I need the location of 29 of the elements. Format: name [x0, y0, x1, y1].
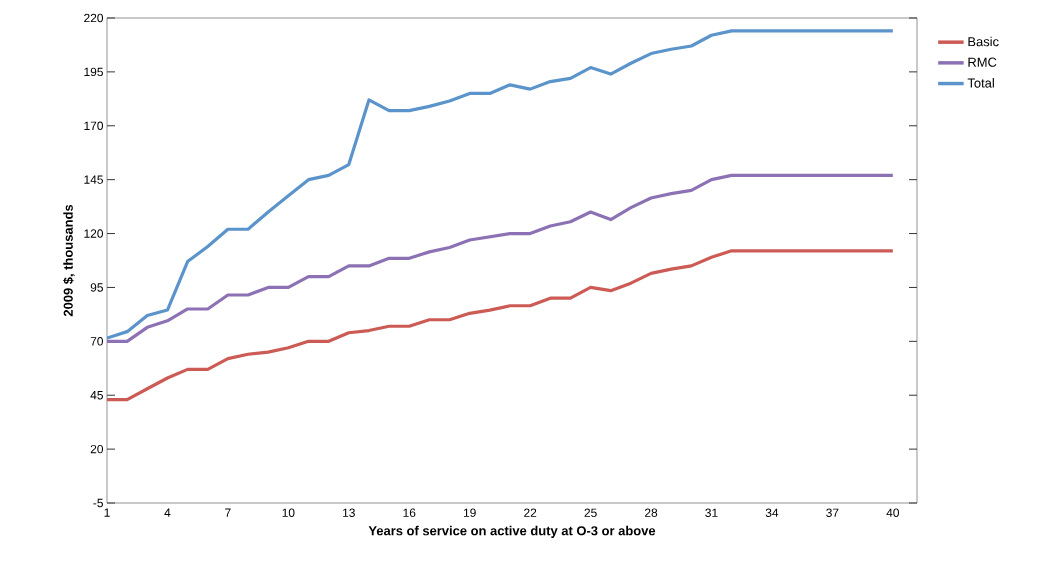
x-tick-label: 19 — [463, 508, 476, 517]
y-tick-label: -5 — [93, 498, 103, 508]
x-tick-label: 13 — [343, 508, 355, 517]
legend-label: Total — [967, 78, 994, 88]
x-tick-label: 16 — [403, 508, 416, 517]
y-tick-label: 45 — [90, 391, 103, 400]
x-tick-label: 10 — [282, 508, 295, 517]
y-axis-title: 2009 $, thousands — [63, 204, 75, 317]
x-tick-label: 25 — [584, 508, 597, 517]
x-tick-label: 7 — [225, 508, 231, 517]
legend-label: RMC — [968, 57, 997, 67]
y-tick-label: 145 — [84, 175, 103, 184]
y-tick-label: 70 — [90, 337, 104, 346]
y-tick-label: 220 — [84, 13, 104, 23]
x-tick-label: 31 — [705, 508, 718, 517]
x-tick-label: 1 — [104, 508, 110, 517]
legend-label: Basic — [968, 36, 999, 47]
y-tick-label: 120 — [84, 229, 104, 238]
x-tick-label: 22 — [524, 508, 537, 517]
x-tick-label: 28 — [644, 508, 658, 517]
x-axis-title: Years of service on active duty at O-3 or above — [368, 525, 656, 538]
y-tick-label: 170 — [84, 121, 104, 130]
x-tick-label: 40 — [886, 508, 900, 517]
x-tick-label: 34 — [765, 508, 779, 517]
y-tick-label: 20 — [90, 444, 104, 454]
x-tick-label: 4 — [164, 508, 171, 517]
x-tick-label: 37 — [826, 508, 839, 517]
y-tick-label: 95 — [90, 283, 103, 292]
y-tick-label: 195 — [84, 67, 103, 77]
